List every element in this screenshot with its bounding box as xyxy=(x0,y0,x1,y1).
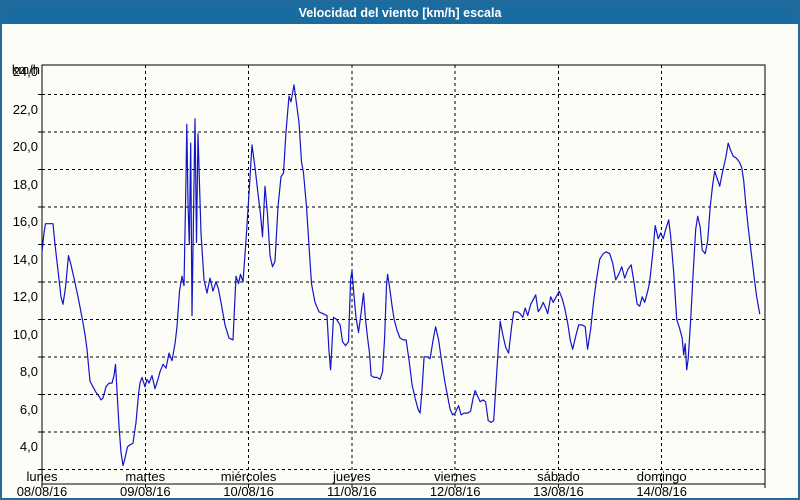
y-axis-tick-label: 22,0 xyxy=(12,101,38,117)
wind-speed-chart xyxy=(32,63,773,492)
window-title: Velocidad del viento [km/h] escala xyxy=(298,6,502,20)
y-axis-unit-label: km/h xyxy=(11,62,40,77)
x-axis-day-date-label: 12/08/16 xyxy=(429,484,481,499)
x-axis-day-name-label: domingo xyxy=(636,469,687,484)
y-axis-tick-label: 20,0 xyxy=(12,139,38,155)
wind-speed-line xyxy=(41,84,761,467)
y-axis-tick-label: 8,0 xyxy=(19,364,38,380)
x-axis-day-date-label: 10/08/16 xyxy=(223,484,274,499)
y-axis-tick-label: 14,0 xyxy=(12,251,38,267)
y-axis-tick-label: 10,0 xyxy=(12,326,38,342)
x-axis-day-name-label: martes xyxy=(125,469,166,484)
title-bar: Velocidad del viento [km/h] escala xyxy=(2,2,798,24)
x-axis-day-name-label: viernes xyxy=(434,469,477,484)
plot-frame xyxy=(41,64,766,485)
x-axis-day-name-label: lunes xyxy=(26,469,58,484)
x-axis-day-date-label: 11/08/16 xyxy=(327,484,377,499)
x-axis-day-name-label: sábado xyxy=(537,469,580,484)
x-axis-day-name-label: jueves xyxy=(333,469,371,484)
y-axis-tick-label: 4,0 xyxy=(19,439,38,455)
x-axis-day-date-label: 08/08/16 xyxy=(16,484,68,499)
x-axis-day-date-label: 13/08/16 xyxy=(533,484,584,499)
y-axis-tick-label: 18,0 xyxy=(12,176,38,192)
x-axis-day-date-label: 09/08/16 xyxy=(119,484,171,499)
y-axis-tick-label: 12,0 xyxy=(12,289,38,305)
chart-area: km/h 4,0 6,0 8,0 10,0 12,0 14,0 16,0 18,0 20,0 22… xyxy=(2,24,798,499)
x-axis-day-name-label: miércoles xyxy=(220,469,277,484)
y-axis-tick-label: 16,0 xyxy=(12,214,38,230)
x-axis-day-date-label: 14/08/16 xyxy=(636,484,687,499)
y-axis-tick-label: 6,0 xyxy=(19,401,38,417)
y-axis-tick-label: 24,0 xyxy=(12,64,38,80)
